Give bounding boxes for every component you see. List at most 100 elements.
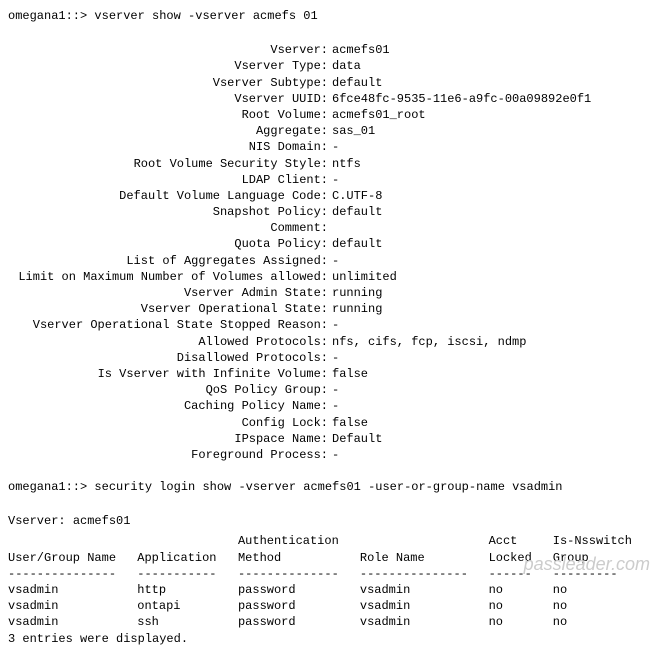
col-user-h1 [8, 533, 137, 549]
sep-nss: --------- [553, 566, 652, 582]
sep-locked: ------ [489, 566, 553, 582]
kv-value: acmefs01 [332, 42, 390, 58]
kv-value: 6fce48fc-9535-11e6-a9fc-00a09892e0f1 [332, 91, 591, 107]
kv-value: - [332, 382, 339, 398]
table-footer: 3 entries were displayed. [8, 631, 652, 647]
kv-label: Root Volume: [8, 107, 332, 123]
kv-label: Vserver Admin State: [8, 285, 332, 301]
kv-label: Caching Policy Name: [8, 398, 332, 414]
col-user-h2: User/Group Name [8, 550, 137, 566]
cell-app: ssh [137, 614, 238, 630]
kv-value: unlimited [332, 269, 397, 285]
kv-label: IPspace Name: [8, 431, 332, 447]
cell-app: ontapi [137, 598, 238, 614]
col-role-h1 [360, 533, 489, 549]
security-login-table: Authentication Acct Is-Nsswitch User/Gro… [8, 533, 652, 630]
col-app-h2: Application [137, 550, 238, 566]
kv-label: Vserver UUID: [8, 91, 332, 107]
vserver-show-output: Vserver:acmefs01 Vserver Type:data Vserv… [8, 42, 652, 463]
kv-value: default [332, 236, 382, 252]
kv-label: Disallowed Protocols: [8, 350, 332, 366]
table-header-line2: User/Group Name Application Method Role … [8, 550, 652, 566]
kv-value: acmefs01_root [332, 107, 426, 123]
cell-user: vsadmin [8, 598, 137, 614]
table-row: vsadmin ontapi password vsadmin no no [8, 598, 652, 614]
kv-value: false [332, 415, 368, 431]
cell-nss: no [553, 582, 652, 598]
cell-locked: no [489, 614, 553, 630]
kv-value: - [332, 253, 339, 269]
table-separator: --------------- ----------- ------------… [8, 566, 652, 582]
kv-label: Allowed Protocols: [8, 334, 332, 350]
vserver-context-label: Vserver: [8, 514, 66, 528]
col-locked-h2: Locked [489, 550, 553, 566]
col-auth-h1: Authentication [238, 533, 360, 549]
kv-value: data [332, 58, 361, 74]
col-app-h1 [137, 533, 238, 549]
cell-locked: no [489, 582, 553, 598]
kv-value: nfs, cifs, fcp, iscsi, ndmp [332, 334, 526, 350]
table-row: vsadmin ssh password vsadmin no no [8, 614, 652, 630]
kv-label: QoS Policy Group: [8, 382, 332, 398]
cli-command-text: vserver show -vserver acmefs 01 [94, 9, 317, 23]
kv-label: Vserver Operational State: [8, 301, 332, 317]
cli-prompt: omegana1::> [8, 9, 87, 23]
kv-value: ntfs [332, 156, 361, 172]
cell-role: vsadmin [360, 582, 489, 598]
col-nss-h2: Group [553, 550, 652, 566]
sep-app: ----------- [137, 566, 238, 582]
kv-label: Foreground Process: [8, 447, 332, 463]
cli-command-2: omegana1::> security login show -vserver… [8, 479, 652, 495]
kv-value: Default [332, 431, 382, 447]
sep-role: --------------- [360, 566, 489, 582]
kv-label: Limit on Maximum Number of Volumes allow… [8, 269, 332, 285]
cell-locked: no [489, 598, 553, 614]
kv-value: - [332, 139, 339, 155]
sep-auth: -------------- [238, 566, 360, 582]
kv-value: false [332, 366, 368, 382]
kv-value: default [332, 75, 382, 91]
kv-value: - [332, 172, 339, 188]
kv-value: - [332, 350, 339, 366]
kv-value: - [332, 447, 339, 463]
cell-role: vsadmin [360, 598, 489, 614]
sep-user: --------------- [8, 566, 137, 582]
kv-label: Vserver Subtype: [8, 75, 332, 91]
cell-user: vsadmin [8, 614, 137, 630]
kv-label: LDAP Client: [8, 172, 332, 188]
kv-label: NIS Domain: [8, 139, 332, 155]
cli-prompt: omegana1::> [8, 480, 87, 494]
cell-auth: password [238, 614, 360, 630]
kv-label: Comment: [8, 220, 332, 236]
table-header-line1: Authentication Acct Is-Nsswitch [8, 533, 652, 549]
kv-label: Config Lock: [8, 415, 332, 431]
table-row: vsadmin http password vsadmin no no [8, 582, 652, 598]
kv-label: Snapshot Policy: [8, 204, 332, 220]
col-auth-h2: Method [238, 550, 360, 566]
kv-value: running [332, 301, 382, 317]
kv-label: Aggregate: [8, 123, 332, 139]
cell-nss: no [553, 598, 652, 614]
cell-nss: no [553, 614, 652, 630]
cli-command-1: omegana1::> vserver show -vserver acmefs… [8, 8, 652, 24]
cell-role: vsadmin [360, 614, 489, 630]
kv-value: - [332, 317, 339, 333]
col-locked-h1: Acct [489, 533, 553, 549]
kv-value: sas_01 [332, 123, 375, 139]
kv-label: Quota Policy: [8, 236, 332, 252]
kv-label: Default Volume Language Code: [8, 188, 332, 204]
kv-label: Root Volume Security Style: [8, 156, 332, 172]
kv-label: Vserver Type: [8, 58, 332, 74]
cell-auth: password [238, 582, 360, 598]
kv-label: Vserver: [8, 42, 332, 58]
kv-label: Vserver Operational State Stopped Reason… [8, 317, 332, 333]
cell-auth: password [238, 598, 360, 614]
cell-app: http [137, 582, 238, 598]
cell-user: vsadmin [8, 582, 137, 598]
vserver-context: Vserver: acmefs01 [8, 513, 652, 529]
col-role-h2: Role Name [360, 550, 489, 566]
kv-value: running [332, 285, 382, 301]
kv-value: default [332, 204, 382, 220]
kv-value: C.UTF-8 [332, 188, 382, 204]
kv-label: Is Vserver with Infinite Volume: [8, 366, 332, 382]
